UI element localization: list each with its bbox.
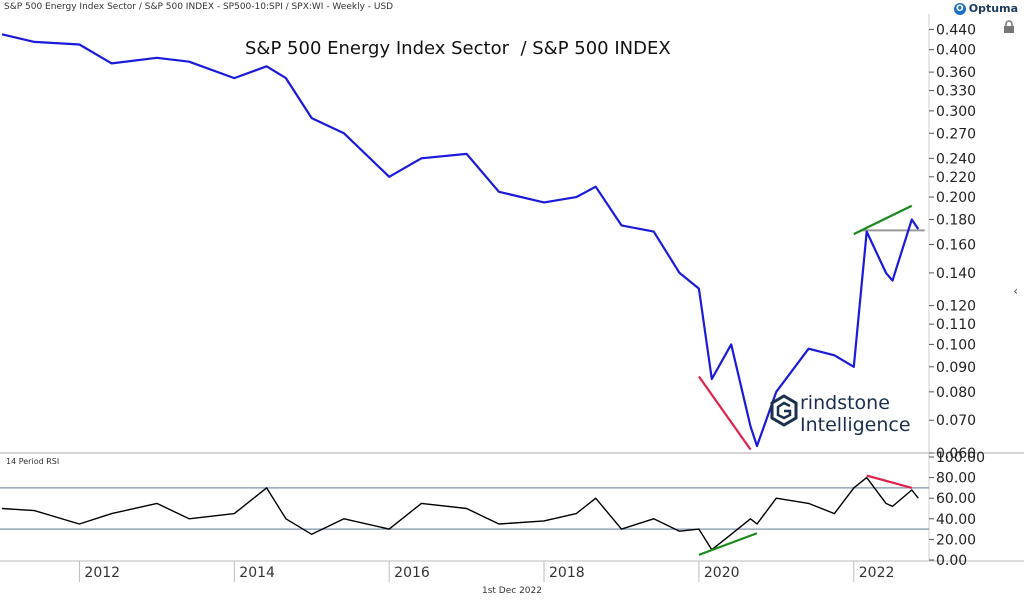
price-y-tick-label: 0.240: [936, 151, 976, 167]
footer-date: 1st Dec 2022: [482, 586, 542, 596]
rsi-y-tick-label: 100.00: [936, 450, 985, 466]
price-y-tick-label: 0.200: [936, 190, 976, 206]
price-y-tick-label: 0.110: [936, 317, 976, 333]
price-y-tick-label: 0.100: [936, 337, 976, 353]
price-y-tick-label: 0.070: [936, 413, 976, 429]
price-y-tick-label: 0.120: [936, 299, 976, 315]
rsi-y-tick-label: 80.00: [936, 471, 976, 487]
price-downtrend-trendline: [697, 375, 752, 451]
price-y-tick-label: 0.400: [936, 43, 976, 59]
price-y-tick-label: 0.180: [936, 212, 976, 228]
x-tick-label: 2016: [394, 565, 430, 581]
rsi-downtrend-trendline: [866, 474, 913, 489]
rsi-label: 14 Period RSI: [6, 457, 60, 466]
chevron-left-icon[interactable]: ‹: [1013, 284, 1018, 298]
price-y-tick-label: 0.080: [936, 385, 976, 401]
rsi-series-line: [1, 476, 919, 551]
price-y-tick-label: 0.090: [936, 360, 976, 376]
price-y-tick-label: 0.060: [936, 446, 976, 462]
x-tick-label: 2012: [84, 565, 120, 581]
price-y-tick-label: 0.140: [936, 266, 976, 282]
rsi-uptrend-trendline: [698, 532, 758, 556]
watermark-line1: rindstone: [800, 392, 890, 414]
x-tick-label: 2018: [549, 565, 585, 581]
rsi-y-tick-label: 0.00: [936, 553, 967, 569]
rsi-y-tick-label: 40.00: [936, 512, 976, 528]
price-y-tick-label: 0.330: [936, 84, 976, 100]
grindstone-watermark: rindstone Intelligence: [770, 392, 911, 436]
x-tick-label: 2022: [859, 565, 895, 581]
price-y-tick-label: 0.270: [936, 126, 976, 142]
price-y-tick-label: 0.300: [936, 104, 976, 120]
price-uptrend-trendline: [853, 204, 913, 236]
optuma-brand: O Optuma: [953, 2, 1018, 15]
watermark-line2: Intelligence: [800, 414, 911, 436]
rsi-y-tick-label: 20.00: [936, 532, 976, 548]
price-y-tick-label: 0.440: [936, 22, 976, 38]
chart-title: S&P 500 Energy Index Sector / S&P 500 IN…: [245, 38, 671, 59]
optuma-logo-icon: O: [953, 2, 966, 15]
chart-header: S&P 500 Energy Index Sector / S&P 500 IN…: [4, 2, 394, 12]
x-tick-label: 2020: [704, 565, 740, 581]
rsi-y-tick-label: 60.00: [936, 491, 976, 507]
price-series-line: [1, 33, 920, 448]
price-y-tick-label: 0.220: [936, 170, 976, 186]
lock-icon[interactable]: [1002, 20, 1016, 34]
price-y-tick-label: 0.360: [936, 65, 976, 81]
price-y-tick-label: 0.160: [936, 237, 976, 253]
x-tick-label: 2014: [239, 565, 275, 581]
grindstone-g-logo: [770, 394, 798, 427]
brand-name: Optuma: [968, 2, 1018, 15]
